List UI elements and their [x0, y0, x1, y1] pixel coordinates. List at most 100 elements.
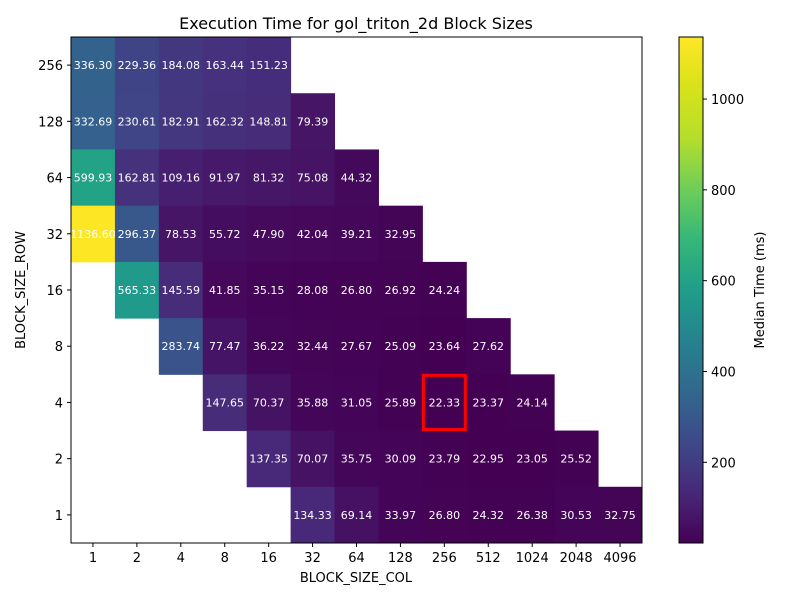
heatmap-cell — [554, 486, 599, 544]
heatmap-cell — [114, 93, 160, 150]
heatmap-cell — [334, 261, 379, 319]
heatmap-cell — [158, 37, 204, 94]
cell-value-label: 283.74 — [162, 340, 201, 353]
cell-value-label: 30.53 — [560, 509, 592, 522]
cell-value-label: 162.32 — [205, 115, 244, 128]
cell-value-label: 134.33 — [293, 509, 332, 522]
cell-value-label: 163.44 — [205, 59, 244, 72]
y-tick-label: 4 — [55, 396, 63, 411]
heatmap-cell — [246, 93, 292, 150]
cell-value-label: 147.65 — [205, 396, 244, 409]
heatmap-cell — [246, 37, 292, 94]
heatmap-cell — [290, 149, 336, 207]
x-tick-label: 16 — [260, 551, 277, 566]
cell-value-label: 69.14 — [341, 509, 373, 522]
heatmap-cell — [202, 205, 248, 263]
colorbar-tick-label: 200 — [711, 456, 736, 471]
heatmap-cell — [158, 318, 204, 375]
heatmap-cell — [334, 486, 379, 544]
heatmap-cell — [71, 93, 116, 150]
cell-value-label: 91.97 — [209, 172, 241, 185]
heatmap-cell — [202, 37, 248, 94]
x-tick-label: 8 — [221, 551, 229, 566]
cell-value-label: 109.16 — [162, 172, 201, 185]
heatmap-cell — [466, 318, 511, 375]
heatmap-cell — [114, 261, 160, 319]
heatmap-cell — [158, 261, 204, 319]
cell-value-label: 32.95 — [385, 228, 417, 241]
y-tick-label: 32 — [46, 228, 63, 243]
x-tick-label: 64 — [348, 551, 365, 566]
cell-value-label: 79.39 — [297, 115, 329, 128]
heatmap-cell — [422, 374, 467, 432]
heatmap-cell — [598, 486, 643, 544]
cell-value-label: 75.08 — [297, 172, 329, 185]
heatmap-cell — [246, 149, 292, 207]
heatmap-cell — [71, 37, 116, 94]
cell-value-label: 24.14 — [516, 396, 548, 409]
cell-value-label: 230.61 — [118, 115, 157, 128]
cell-value-label: 35.15 — [253, 284, 285, 297]
heatmap-cell — [158, 93, 204, 150]
colorbar-tick-label: 600 — [711, 275, 736, 290]
cell-value-label: 151.23 — [249, 59, 288, 72]
cell-value-label: 33.97 — [385, 509, 417, 522]
cell-value-label: 42.04 — [297, 228, 329, 241]
cell-value-label: 296.37 — [118, 228, 157, 241]
cell-value-label: 28.08 — [297, 284, 329, 297]
cell-value-label: 22.95 — [473, 453, 505, 466]
colorbar-tick-label: 1000 — [711, 93, 744, 108]
y-tick-label: 2 — [55, 453, 63, 468]
y-tick-label: 128 — [38, 115, 63, 130]
cell-value-label: 32.75 — [604, 509, 636, 522]
x-tick-label: 32 — [304, 551, 321, 566]
heatmap-cell — [554, 430, 599, 488]
colorbar: Median Time (ms) 200 400 600 800 1000 — [678, 36, 768, 544]
heatmap-cell — [158, 149, 204, 207]
x-tick-label: 256 — [432, 551, 457, 566]
cell-value-label: 565.33 — [118, 284, 157, 297]
cell-value-label: 336.30 — [74, 59, 113, 72]
x-axis: 1 2 4 8 16 32 64 128 256 512 1024 2048 4096 — [89, 543, 637, 566]
heatmap-cell — [202, 261, 248, 319]
x-tick-label: 2 — [133, 551, 141, 566]
heatmap-cell — [202, 149, 248, 207]
x-tick-label: 2048 — [560, 551, 593, 566]
y-axis: 256 128 64 32 16 8 4 2 1 — [38, 59, 71, 524]
cell-value-label: 55.72 — [209, 228, 241, 241]
heatmap-cell — [202, 318, 248, 375]
heatmap-cell — [246, 261, 292, 319]
x-axis-label: BLOCK_SIZE_COL — [300, 571, 413, 586]
heatmap-cell — [378, 205, 423, 263]
heatmap-cell — [202, 374, 248, 432]
cell-value-label: 23.37 — [473, 396, 505, 409]
heatmap-cell — [71, 149, 116, 207]
cell-value-label: 70.37 — [253, 396, 285, 409]
cell-value-label: 78.53 — [165, 228, 197, 241]
heatmap-cell — [466, 374, 511, 432]
cell-value-label: 229.36 — [118, 59, 157, 72]
heatmap-cell — [114, 149, 160, 207]
heatmap-cell — [114, 37, 160, 94]
cell-value-label: 145.59 — [162, 284, 201, 297]
y-tick-label: 8 — [55, 340, 63, 355]
x-tick-label: 1024 — [516, 551, 549, 566]
y-tick-label: 64 — [46, 172, 63, 187]
heatmap-cell — [422, 261, 467, 319]
heatmap-cell — [422, 318, 467, 375]
heatmap-cell — [378, 374, 423, 432]
heatmap-cell — [290, 93, 336, 150]
x-tick-label: 4 — [177, 551, 185, 566]
x-tick-label: 512 — [476, 551, 501, 566]
cell-value-label: 35.88 — [297, 396, 329, 409]
heatmap-cell — [422, 430, 467, 488]
cell-value-label: 148.81 — [249, 115, 288, 128]
cell-value-label: 26.80 — [429, 509, 461, 522]
cell-value-label: 36.22 — [253, 340, 285, 353]
cell-value-label: 31.05 — [341, 396, 373, 409]
cell-value-label: 25.52 — [560, 453, 592, 466]
heatmap-cell — [510, 486, 555, 544]
heatmap-cell — [334, 318, 379, 375]
heatmap-cell — [202, 93, 248, 150]
